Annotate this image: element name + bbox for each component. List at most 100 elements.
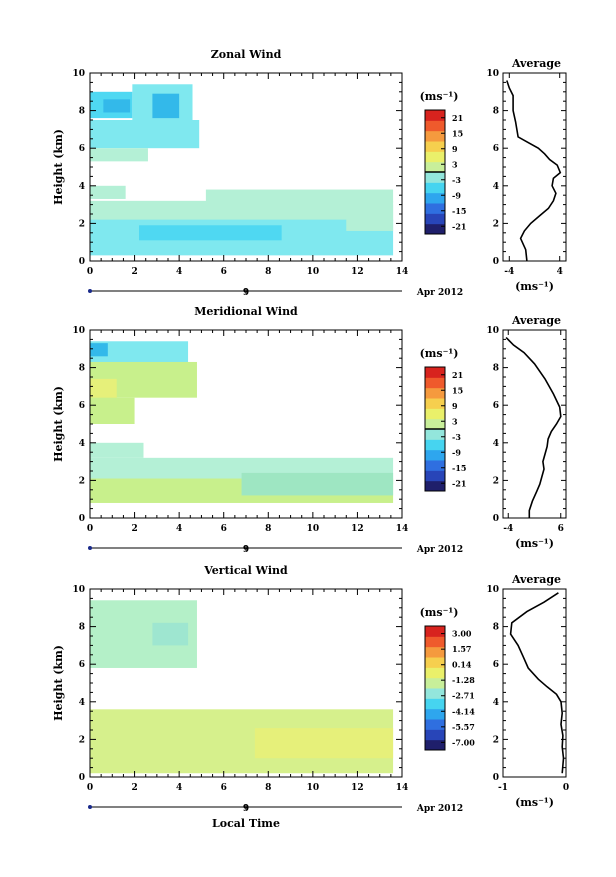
wind-panel-2: Meridional Wind 0 2 4 6 8 10 12 14 0 2 4 6 8 10 Height … <box>52 305 567 555</box>
date-marker-label: 9 <box>243 288 249 298</box>
colorbar-tick-label: -4.14 <box>452 706 475 716</box>
data-patch <box>152 622 189 646</box>
data-patch <box>90 442 144 458</box>
profile-y-tick-label: 6 <box>493 144 499 154</box>
profile-y-tick-label: 8 <box>493 364 499 374</box>
colorbar-swatch <box>425 120 445 132</box>
panel-title: Meridional Wind <box>194 305 298 318</box>
profile-x-tick-label: 0 <box>563 783 569 793</box>
x-tick-label: 0 <box>87 267 93 277</box>
colorbar-swatch <box>425 192 445 204</box>
y-tick-label: 8 <box>79 364 85 374</box>
x-tick-label: 0 <box>87 783 93 793</box>
colorbar-swatch <box>425 172 445 183</box>
x-tick-label: 14 <box>396 783 409 793</box>
colorbar-tick-label: -15 <box>452 463 466 473</box>
y-tick-label: 0 <box>79 514 85 524</box>
profile-y-tick-label: 10 <box>486 69 499 79</box>
colorbar-unit: (ms⁻¹) <box>420 606 459 619</box>
profile-y-tick-label: 6 <box>493 401 499 411</box>
profile-line <box>509 592 565 774</box>
profile-title: Average <box>511 573 561 586</box>
colorbar-swatch <box>425 130 445 142</box>
colorbar-swatch <box>425 377 445 389</box>
profile-y-tick-label: 2 <box>493 476 499 486</box>
colorbar-tick-label: -7.00 <box>452 737 475 747</box>
date-start-marker <box>88 546 92 550</box>
colorbar-tick-label: -5.57 <box>452 722 475 732</box>
data-patch <box>254 728 394 759</box>
y-tick-label: 0 <box>79 257 85 267</box>
profile-x-tick-label: -4 <box>503 524 513 534</box>
colorbar-tick-label: 21 <box>452 113 463 123</box>
colorbar-tick-label: -9 <box>452 447 461 457</box>
y-tick-label: 6 <box>79 144 85 154</box>
colorbar-tick-label: 3.00 <box>452 629 472 639</box>
data-patch <box>90 148 148 162</box>
date-start-marker <box>88 289 92 293</box>
x-tick-label: 4 <box>176 267 182 277</box>
profile-unit-label: (ms⁻¹) <box>515 537 554 550</box>
panel-title: Zonal Wind <box>211 48 282 61</box>
y-axis-label: Height (km) <box>52 645 65 721</box>
y-tick-label: 10 <box>72 326 85 336</box>
x-tick-label: 12 <box>351 524 364 534</box>
x-tick-label: 6 <box>221 783 227 793</box>
y-tick-label: 8 <box>79 107 85 117</box>
profile-y-tick-label: 4 <box>493 439 499 449</box>
colorbar-tick-label: 3 <box>452 159 458 169</box>
wind-panel-3: Vertical Wind 0 2 4 6 8 10 12 14 0 2 4 6 8 10 Height (k… <box>52 564 569 830</box>
colorbar-swatch <box>425 182 445 194</box>
colorbar-swatch <box>425 677 445 689</box>
colorbar-swatch <box>425 646 445 658</box>
data-patch <box>90 120 200 149</box>
colorbar-tick-label: 15 <box>452 128 463 138</box>
colorbar-tick-label: 3 <box>452 416 458 426</box>
colorbar-swatch <box>425 719 445 730</box>
colorbar-tick-label: -3 <box>452 175 461 185</box>
profile-title: Average <box>511 314 561 327</box>
data-patch <box>90 343 108 357</box>
profile-line <box>505 336 562 518</box>
x-tick-label: 2 <box>131 524 137 534</box>
colorbar-swatch <box>425 667 445 679</box>
colorbar-swatch <box>425 398 445 409</box>
colorbar-swatch <box>425 729 445 741</box>
colorbar-tick-label: -1.28 <box>452 675 475 685</box>
colorbar-swatch <box>425 449 445 461</box>
profile-y-tick-label: 0 <box>493 257 499 267</box>
y-tick-label: 2 <box>79 735 85 745</box>
colorbar-tick-label: 0.14 <box>452 660 472 670</box>
data-patch <box>139 225 282 241</box>
x-tick-label: 6 <box>221 267 227 277</box>
y-axis-label: Height (km) <box>52 129 65 205</box>
y-tick-label: 6 <box>79 401 85 411</box>
profile-y-tick-label: 10 <box>486 585 499 595</box>
profile-y-tick-label: 0 <box>493 773 499 783</box>
colorbar-tick-label: -2.71 <box>452 691 475 701</box>
colorbar-swatch <box>425 387 445 399</box>
profile-y-tick-label: 8 <box>493 107 499 117</box>
y-tick-label: 2 <box>79 476 85 486</box>
data-patch <box>205 189 394 203</box>
colorbar-swatch <box>425 657 445 668</box>
profile-y-tick-label: 4 <box>493 182 499 192</box>
profile-x-tick-label: 4 <box>557 267 563 277</box>
x-tick-label: 12 <box>351 783 364 793</box>
x-tick-label: 2 <box>131 783 137 793</box>
colorbar-swatch <box>425 708 445 720</box>
y-tick-label: 10 <box>72 69 85 79</box>
x-axis-label: Local Time <box>212 817 280 830</box>
colorbar-frame <box>424 625 446 751</box>
y-tick-label: 10 <box>72 585 85 595</box>
y-axis-label: Height (km) <box>52 386 65 462</box>
x-tick-label: 14 <box>396 524 409 534</box>
colorbar-swatch <box>425 151 445 163</box>
wind-panel-1: Zonal Wind 0 2 4 6 8 10 12 14 0 2 4 6 8 10 Height (km) 9… <box>52 48 567 298</box>
colorbar-unit: (ms⁻¹) <box>420 347 459 360</box>
profile-line <box>506 80 562 262</box>
data-patch <box>90 200 394 222</box>
colorbar-swatch <box>425 110 445 121</box>
data-patch <box>241 472 394 496</box>
y-tick-label: 4 <box>79 698 85 708</box>
